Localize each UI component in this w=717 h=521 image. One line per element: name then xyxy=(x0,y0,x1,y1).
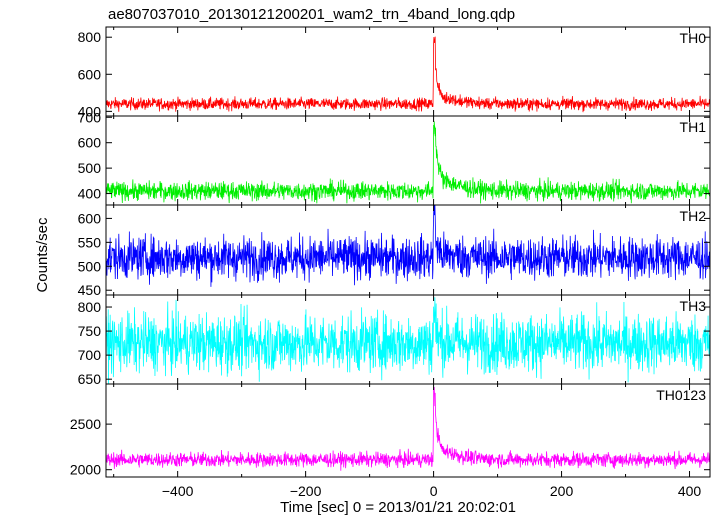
x-axis-label: Time [sec] 0 = 2013/01/21 20:02:01 xyxy=(280,499,516,516)
y-tick-label: 700 xyxy=(78,347,102,363)
y-tick-label: 450 xyxy=(78,282,102,298)
x-tick-label: −200 xyxy=(290,483,322,499)
series-line-th2 xyxy=(106,205,710,287)
series-line-th1 xyxy=(106,121,710,204)
y-tick-label: 800 xyxy=(78,299,102,315)
panel-label-th1: TH1 xyxy=(680,119,707,135)
panel-label-th0: TH0 xyxy=(680,30,707,46)
series-line-th3 xyxy=(106,297,710,384)
y-tick-label: 600 xyxy=(78,135,102,151)
x-tick-label: 400 xyxy=(678,483,702,499)
y-tick-label: 700 xyxy=(78,109,102,125)
y-axis-label: Counts/sec xyxy=(34,217,51,293)
y-tick-label: 750 xyxy=(78,323,102,339)
panel-frame xyxy=(105,383,711,478)
x-tick-label: 0 xyxy=(430,483,438,499)
panel-th0: 400 600 800 TH0 xyxy=(78,26,711,119)
panel-th1: 400 500 600 700 TH1 xyxy=(78,109,711,206)
y-tick-label: 550 xyxy=(78,234,102,250)
y-tick-label: 2500 xyxy=(70,416,101,432)
chart-title: ae807037010_20130121200201_wam2_trn_4ban… xyxy=(108,6,515,23)
y-tick-label: 400 xyxy=(78,103,102,119)
panel-th2: 450 500 550 600 TH2 xyxy=(78,204,711,298)
series-line-th0123 xyxy=(106,386,710,471)
panel-th3: 650 700 750 800 TH3 xyxy=(78,294,711,387)
panel-label-th2: TH2 xyxy=(680,208,707,224)
x-axis-ticks: −400 −200 0 200 400 xyxy=(162,483,702,499)
x-tick-label: −400 xyxy=(162,483,194,499)
series-line-th0 xyxy=(106,36,710,113)
y-tick-label: 500 xyxy=(78,258,102,274)
panels: 400 600 800 TH0 400 500 600 700 TH1 450 500 550 600 T… xyxy=(70,26,711,478)
panel-th0123: 2000 2500 TH0123 xyxy=(70,383,711,478)
y-tick-label: 600 xyxy=(78,210,102,226)
panel-label-th0123: TH0123 xyxy=(656,387,706,403)
y-tick-label: 400 xyxy=(78,186,102,202)
y-tick-label: 2000 xyxy=(70,462,101,478)
y-tick-label: 650 xyxy=(78,371,102,387)
y-tick-label: 500 xyxy=(78,160,102,176)
y-tick-label: 800 xyxy=(78,29,102,45)
x-tick-label: 200 xyxy=(550,483,574,499)
y-tick-label: 600 xyxy=(78,66,102,82)
panel-label-th3: TH3 xyxy=(680,298,707,314)
